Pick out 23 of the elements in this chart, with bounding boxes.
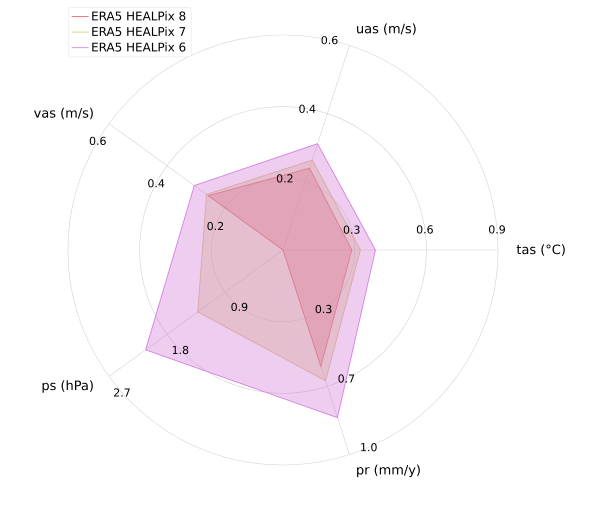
text: 1.0	[361, 443, 377, 452]
text: 0.3	[344, 226, 360, 234]
text: 0.7	[338, 374, 354, 383]
spoke-label: pr (mm/y)	[357, 464, 420, 478]
text: 0.2	[276, 174, 292, 183]
text: 0.2	[207, 222, 224, 230]
text: 0.6	[322, 36, 338, 44]
legend-label: ERA5 HEALPix 8	[92, 11, 186, 20]
text: 2.7	[114, 388, 130, 397]
text: 0.4	[148, 179, 164, 188]
text: 0.4	[299, 104, 316, 113]
spoke-label: vas (m/s)	[34, 108, 93, 120]
legend-label: ERA5 HEALPix 7	[92, 26, 186, 36]
text: 1.8	[172, 346, 188, 354]
legend-label: ERA5 HEALPix 6	[92, 42, 186, 52]
text: 0.9	[489, 225, 505, 234]
spoke-label: uas (m/s)	[357, 23, 416, 35]
spoke-label: tas (°C)	[516, 244, 565, 256]
text: 0.6	[416, 225, 433, 234]
text: 0.3	[316, 304, 332, 314]
text: 0.6	[90, 136, 106, 146]
spoke-label: ps (hPa)	[42, 380, 93, 393]
text: 0.9	[231, 302, 248, 312]
